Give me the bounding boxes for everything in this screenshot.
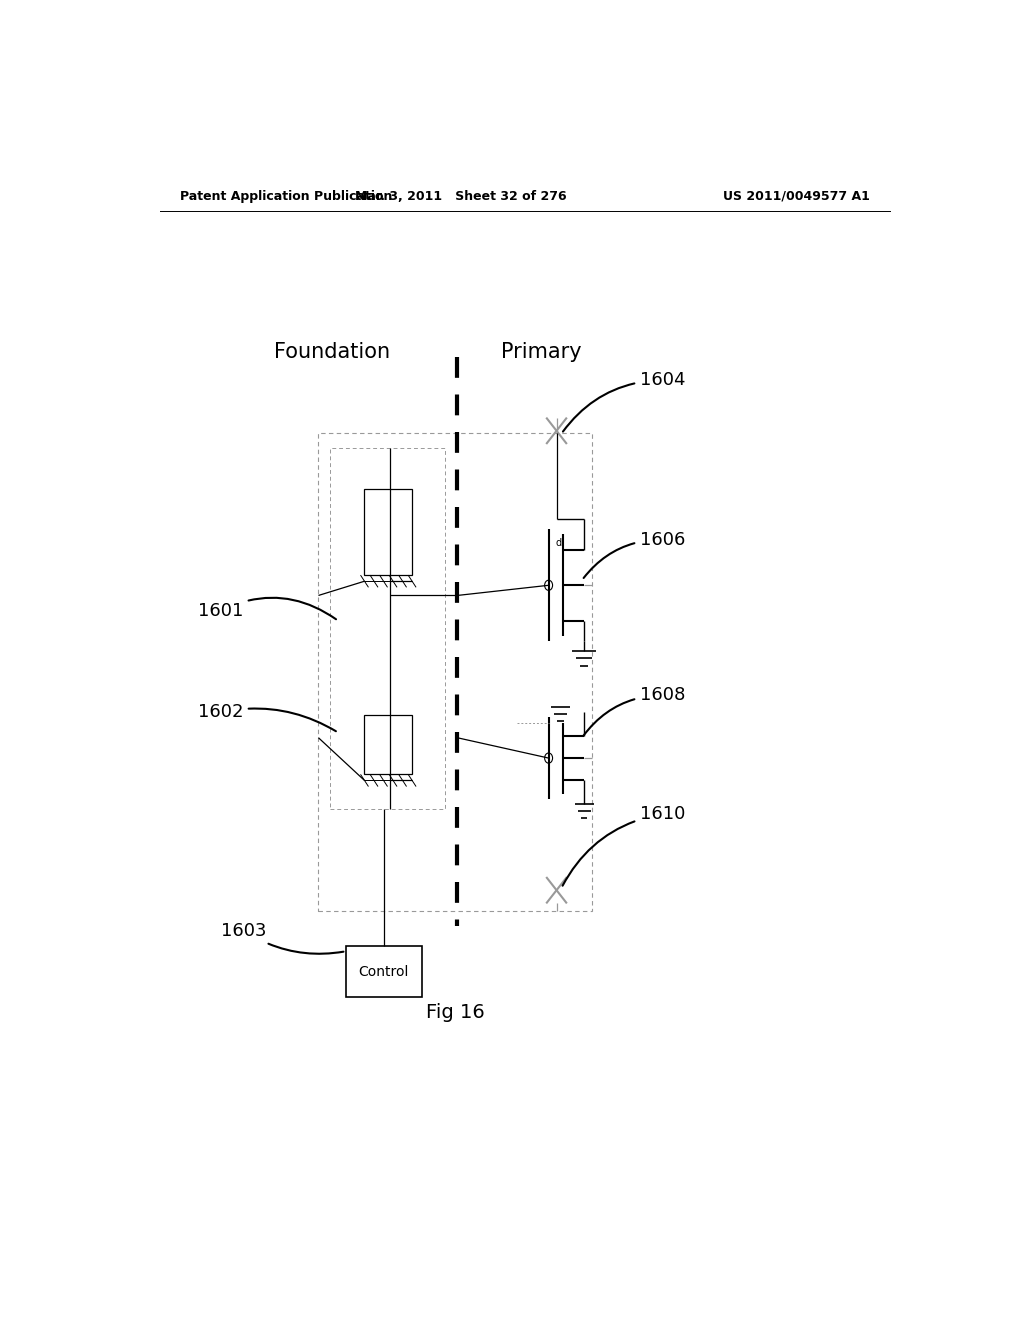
Text: 1606: 1606 <box>584 531 685 578</box>
Text: 1608: 1608 <box>584 686 685 735</box>
Text: Primary: Primary <box>501 342 582 362</box>
Bar <box>346 946 422 997</box>
Bar <box>331 447 445 809</box>
Text: d: d <box>555 537 561 548</box>
Bar <box>365 488 412 576</box>
Text: 1603: 1603 <box>221 921 343 954</box>
Text: US 2011/0049577 A1: US 2011/0049577 A1 <box>723 190 870 202</box>
Text: Mar. 3, 2011   Sheet 32 of 276: Mar. 3, 2011 Sheet 32 of 276 <box>355 190 567 202</box>
Text: 1602: 1602 <box>198 704 336 731</box>
Text: 1604: 1604 <box>563 371 685 432</box>
Text: Fig 16: Fig 16 <box>426 1003 485 1022</box>
Text: Control: Control <box>358 965 410 978</box>
Bar <box>318 433 592 911</box>
Text: Foundation: Foundation <box>273 342 390 362</box>
Text: 1610: 1610 <box>562 805 685 886</box>
Text: 1601: 1601 <box>198 598 336 619</box>
Bar <box>365 715 412 775</box>
Text: Patent Application Publication: Patent Application Publication <box>179 190 392 202</box>
